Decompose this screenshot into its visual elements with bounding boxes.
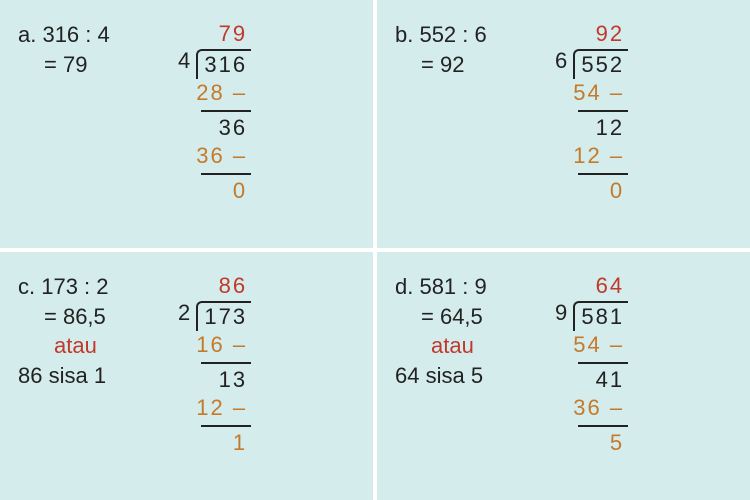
problem-text: d. 581 : 9= 64,5atau64 sisa 5 [395,272,535,391]
worksheet-grid: a. 316 : 4= 7947931628 –3636 –0b. 552 : … [0,0,750,500]
long-division-work: 9 6458154 – 4136 – 5 [555,272,628,458]
subtract-step: 12 – [573,142,628,171]
panel-a: a. 316 : 4= 79 4 7931628 – 3636 – 0 [0,0,373,248]
long-division-column: 6458154 – 4136 – 5 [573,272,628,458]
bringdown-step: 36 [219,114,251,143]
subtract-step: 54 – [573,331,628,360]
quotient: 86 [219,272,251,301]
final-remainder: 0 [610,177,628,206]
dividend: 173 [196,301,251,332]
or-label: atau [395,331,535,361]
rule-line [578,110,628,112]
or-label: atau [18,331,158,361]
problem-text: c. 173 : 2= 86,5atau86 sisa 1 [18,272,158,391]
final-remainder: 1 [233,429,251,458]
panel-d: d. 581 : 9= 64,5atau64 sisa 5 9 6458154 – 4… [377,252,750,500]
bringdown-step: 13 [219,366,251,395]
problem-expression: a. 316 : 4 [18,20,158,50]
long-division-column: 7931628 – 3636 – 0 [196,20,251,206]
divisor: 2 [178,272,196,326]
problem-expression: d. 581 : 9 [395,272,535,302]
divisor: 4 [178,20,196,74]
divisor: 6 [555,20,573,74]
subtract-step: 36 – [196,142,251,171]
final-remainder: 0 [233,177,251,206]
subtract-step: 28 – [196,79,251,108]
problem-result: = 92 [395,50,535,80]
problem-result: = 79 [18,50,158,80]
problem-result: = 86,5 [18,302,158,332]
long-division-column: 9255254 – 1212 – 0 [573,20,628,206]
panel-c: c. 173 : 2= 86,5atau86 sisa 1 2 8617316 – 1… [0,252,373,500]
remainder-line: 64 sisa 5 [395,361,535,391]
subtract-step: 54 – [573,79,628,108]
remainder-line: 86 sisa 1 [18,361,158,391]
rule-line [578,173,628,175]
rule-line [201,425,251,427]
rule-line [201,173,251,175]
subtract-step: 36 – [573,394,628,423]
rule-line [578,425,628,427]
problem-text: b. 552 : 6= 92 [395,20,535,79]
problem-result: = 64,5 [395,302,535,332]
bringdown-step: 12 [596,114,628,143]
long-division-column: 8617316 – 1312 – 1 [196,272,251,458]
rule-line [201,110,251,112]
long-division-work: 6 9255254 – 1212 – 0 [555,20,628,206]
problem-text: a. 316 : 4= 79 [18,20,158,79]
problem-expression: c. 173 : 2 [18,272,158,302]
panel-b: b. 552 : 6= 92 6 9255254 – 1212 – 0 [377,0,750,248]
long-division-work: 2 8617316 – 1312 – 1 [178,272,251,458]
problem-expression: b. 552 : 6 [395,20,535,50]
subtract-step: 12 – [196,394,251,423]
subtract-step: 16 – [196,331,251,360]
long-division-work: 4 7931628 – 3636 – 0 [178,20,251,206]
bringdown-step: 41 [596,366,628,395]
quotient: 79 [219,20,251,49]
dividend: 316 [196,49,251,80]
divisor: 9 [555,272,573,326]
dividend: 552 [573,49,628,80]
quotient: 64 [596,272,628,301]
dividend: 581 [573,301,628,332]
rule-line [578,362,628,364]
rule-line [201,362,251,364]
final-remainder: 5 [610,429,628,458]
quotient: 92 [596,20,628,49]
